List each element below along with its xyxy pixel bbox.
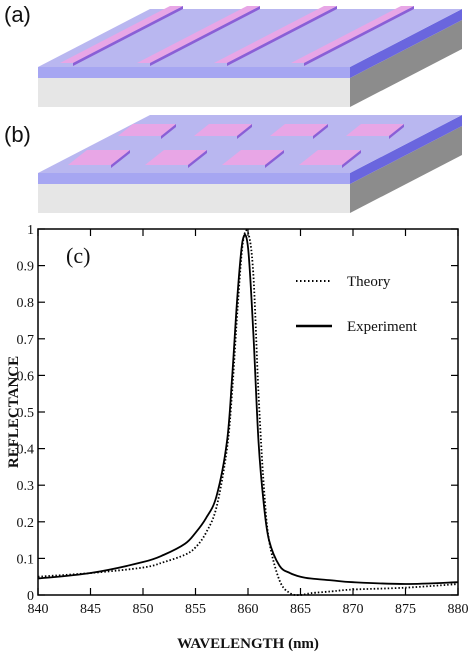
substrate-side bbox=[350, 126, 462, 213]
film-side bbox=[350, 115, 462, 184]
stripe bbox=[291, 6, 414, 66]
x-tick-label: 865 bbox=[290, 602, 311, 617]
y-tick-label: 0.4 bbox=[17, 443, 35, 458]
substrate-side bbox=[350, 20, 462, 107]
substrate-front bbox=[38, 184, 350, 213]
film-front bbox=[38, 173, 350, 184]
pad bbox=[145, 150, 207, 168]
panel-b-slab bbox=[38, 115, 462, 213]
x-tick-label: 840 bbox=[28, 602, 49, 617]
legend-experiment-label: Experiment bbox=[347, 319, 418, 335]
y-tick-label: 0.5 bbox=[17, 406, 35, 421]
substrate-front bbox=[38, 78, 350, 107]
stripe bbox=[60, 6, 183, 66]
legend: Theory Experiment bbox=[296, 274, 418, 335]
panel-a-slab bbox=[38, 6, 462, 107]
pad bbox=[118, 124, 176, 139]
panel-c-label: (c) bbox=[66, 243, 90, 268]
y-tick-label: 0.6 bbox=[17, 369, 35, 384]
x-axis-ticks: 840 845 850 855 860 865 870 875 880 bbox=[28, 229, 469, 617]
y-tick-label: 0.9 bbox=[17, 260, 35, 275]
y-tick-label: 1 bbox=[27, 223, 34, 238]
y-tick-label: 0.7 bbox=[17, 333, 35, 348]
x-tick-label: 875 bbox=[395, 602, 416, 617]
stripe bbox=[214, 6, 337, 66]
y-tick-label: 0.1 bbox=[17, 552, 35, 567]
panel-a-label: (a) bbox=[4, 2, 31, 27]
y-axis-ticks: 0 0.1 0.2 0.3 0.4 0.5 0.6 0.7 0.8 0.9 1 bbox=[17, 223, 458, 604]
legend-theory-label: Theory bbox=[347, 274, 391, 290]
y-tick-label: 0 bbox=[27, 589, 34, 604]
grating-stripes bbox=[60, 6, 414, 66]
grating-illustrations bbox=[38, 6, 462, 213]
pad bbox=[270, 124, 328, 139]
pad bbox=[346, 124, 404, 139]
y-tick-label: 0.3 bbox=[17, 479, 35, 494]
pad bbox=[222, 150, 284, 168]
film-side bbox=[350, 9, 462, 78]
y-tick-label: 0.8 bbox=[17, 296, 35, 311]
y-tick-label: 0.2 bbox=[17, 516, 35, 531]
x-tick-label: 850 bbox=[133, 602, 154, 617]
pad bbox=[194, 124, 252, 139]
series-line-experiment bbox=[37, 233, 459, 585]
series-line-theory bbox=[37, 229, 459, 596]
x-tick-label: 855 bbox=[185, 602, 206, 617]
x-tick-label: 845 bbox=[80, 602, 101, 617]
x-tick-label: 870 bbox=[343, 602, 364, 617]
pad-array bbox=[68, 124, 404, 168]
x-tick-label: 880 bbox=[448, 602, 469, 617]
series-layer bbox=[37, 229, 459, 596]
pad bbox=[299, 150, 361, 168]
x-axis-title: WAVELENGTH (nm) bbox=[177, 636, 319, 652]
stripe bbox=[137, 6, 260, 66]
pad bbox=[68, 150, 130, 168]
plot-frame bbox=[37, 228, 459, 596]
film-front bbox=[38, 67, 350, 78]
panel-b-label: (b) bbox=[4, 122, 31, 147]
x-tick-label: 860 bbox=[238, 602, 259, 617]
y-axis-title: REFLECTANCE bbox=[6, 356, 22, 468]
